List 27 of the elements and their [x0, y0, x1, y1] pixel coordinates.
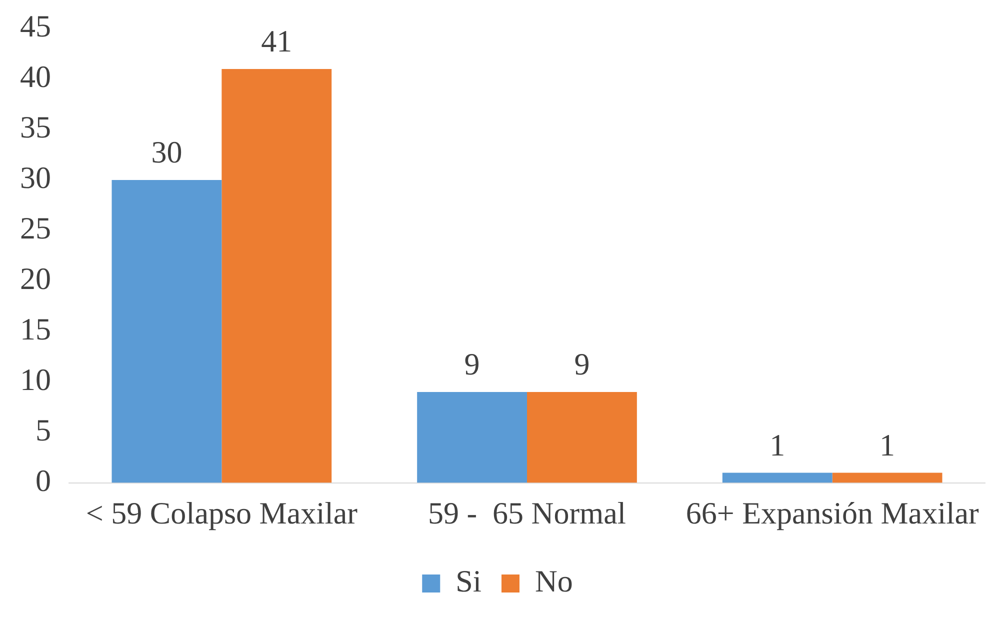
x-tick-label: < 59 Colapso Maxilar: [86, 496, 358, 531]
legend-label: No: [534, 564, 573, 599]
bar: [527, 392, 637, 483]
data-label: 9: [464, 346, 480, 382]
x-tick-label: 59 - 65 Normal: [428, 496, 626, 531]
y-tick-label: 30: [20, 160, 51, 196]
bar: [832, 472, 942, 483]
bar: [112, 180, 222, 483]
bar: [222, 68, 332, 483]
legend-label: Si: [456, 564, 482, 599]
data-label: 9: [574, 346, 590, 382]
y-tick-label: 45: [20, 8, 51, 44]
data-label: 41: [261, 24, 292, 59]
y-tick-label: 0: [36, 462, 51, 498]
bar: [722, 472, 832, 483]
data-label: 30: [151, 134, 182, 170]
x-tick-label: 66+ Expansión Maxilar: [686, 496, 980, 531]
y-tick-label: 15: [20, 312, 51, 347]
y-tick-label: 5: [36, 412, 51, 448]
data-label: 1: [770, 427, 786, 462]
y-tick-label: 40: [20, 59, 51, 94]
y-tick-label: 10: [20, 362, 51, 398]
y-tick-label: 20: [20, 261, 51, 296]
bar: [417, 392, 527, 483]
y-tick-label: 35: [20, 110, 51, 145]
data-label: 1: [880, 427, 896, 462]
y-tick-label: 25: [20, 210, 51, 246]
